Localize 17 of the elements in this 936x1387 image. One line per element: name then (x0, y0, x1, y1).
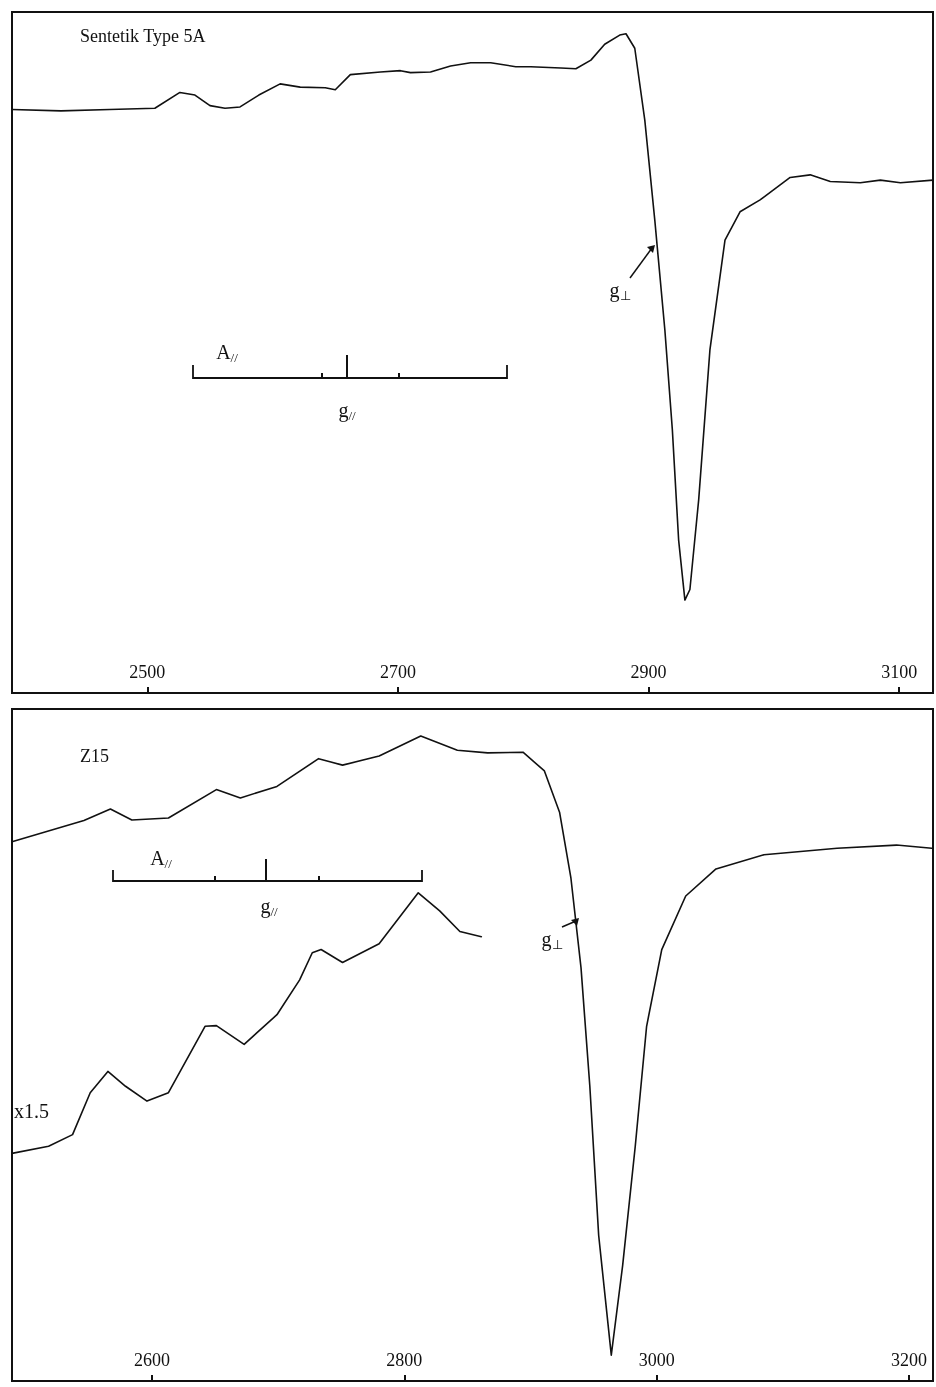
x-tick-label: 3200 (891, 1350, 928, 1370)
series-label: x1.5 (14, 1100, 49, 1123)
annotation: A// (216, 341, 239, 365)
annotation: A// (150, 847, 173, 871)
x-tick-label: 2900 (630, 662, 667, 682)
annotation: g// (260, 895, 278, 919)
text: Z15 (80, 746, 109, 766)
annotation: g// (338, 399, 356, 423)
x-tick-label: 3000 (638, 1350, 675, 1370)
x-tick-label: 2500 (129, 662, 166, 682)
chart-title: Sentetik Type 5A (80, 26, 206, 46)
x-tick-label: 2700 (379, 662, 416, 682)
x-tick-label: 2600 (134, 1350, 171, 1370)
x-tick-label: 2800 (386, 1350, 423, 1370)
annotation: g⊥ (541, 928, 563, 952)
annotation: g⊥ (609, 279, 631, 303)
x-tick-label: 3100 (881, 662, 918, 682)
